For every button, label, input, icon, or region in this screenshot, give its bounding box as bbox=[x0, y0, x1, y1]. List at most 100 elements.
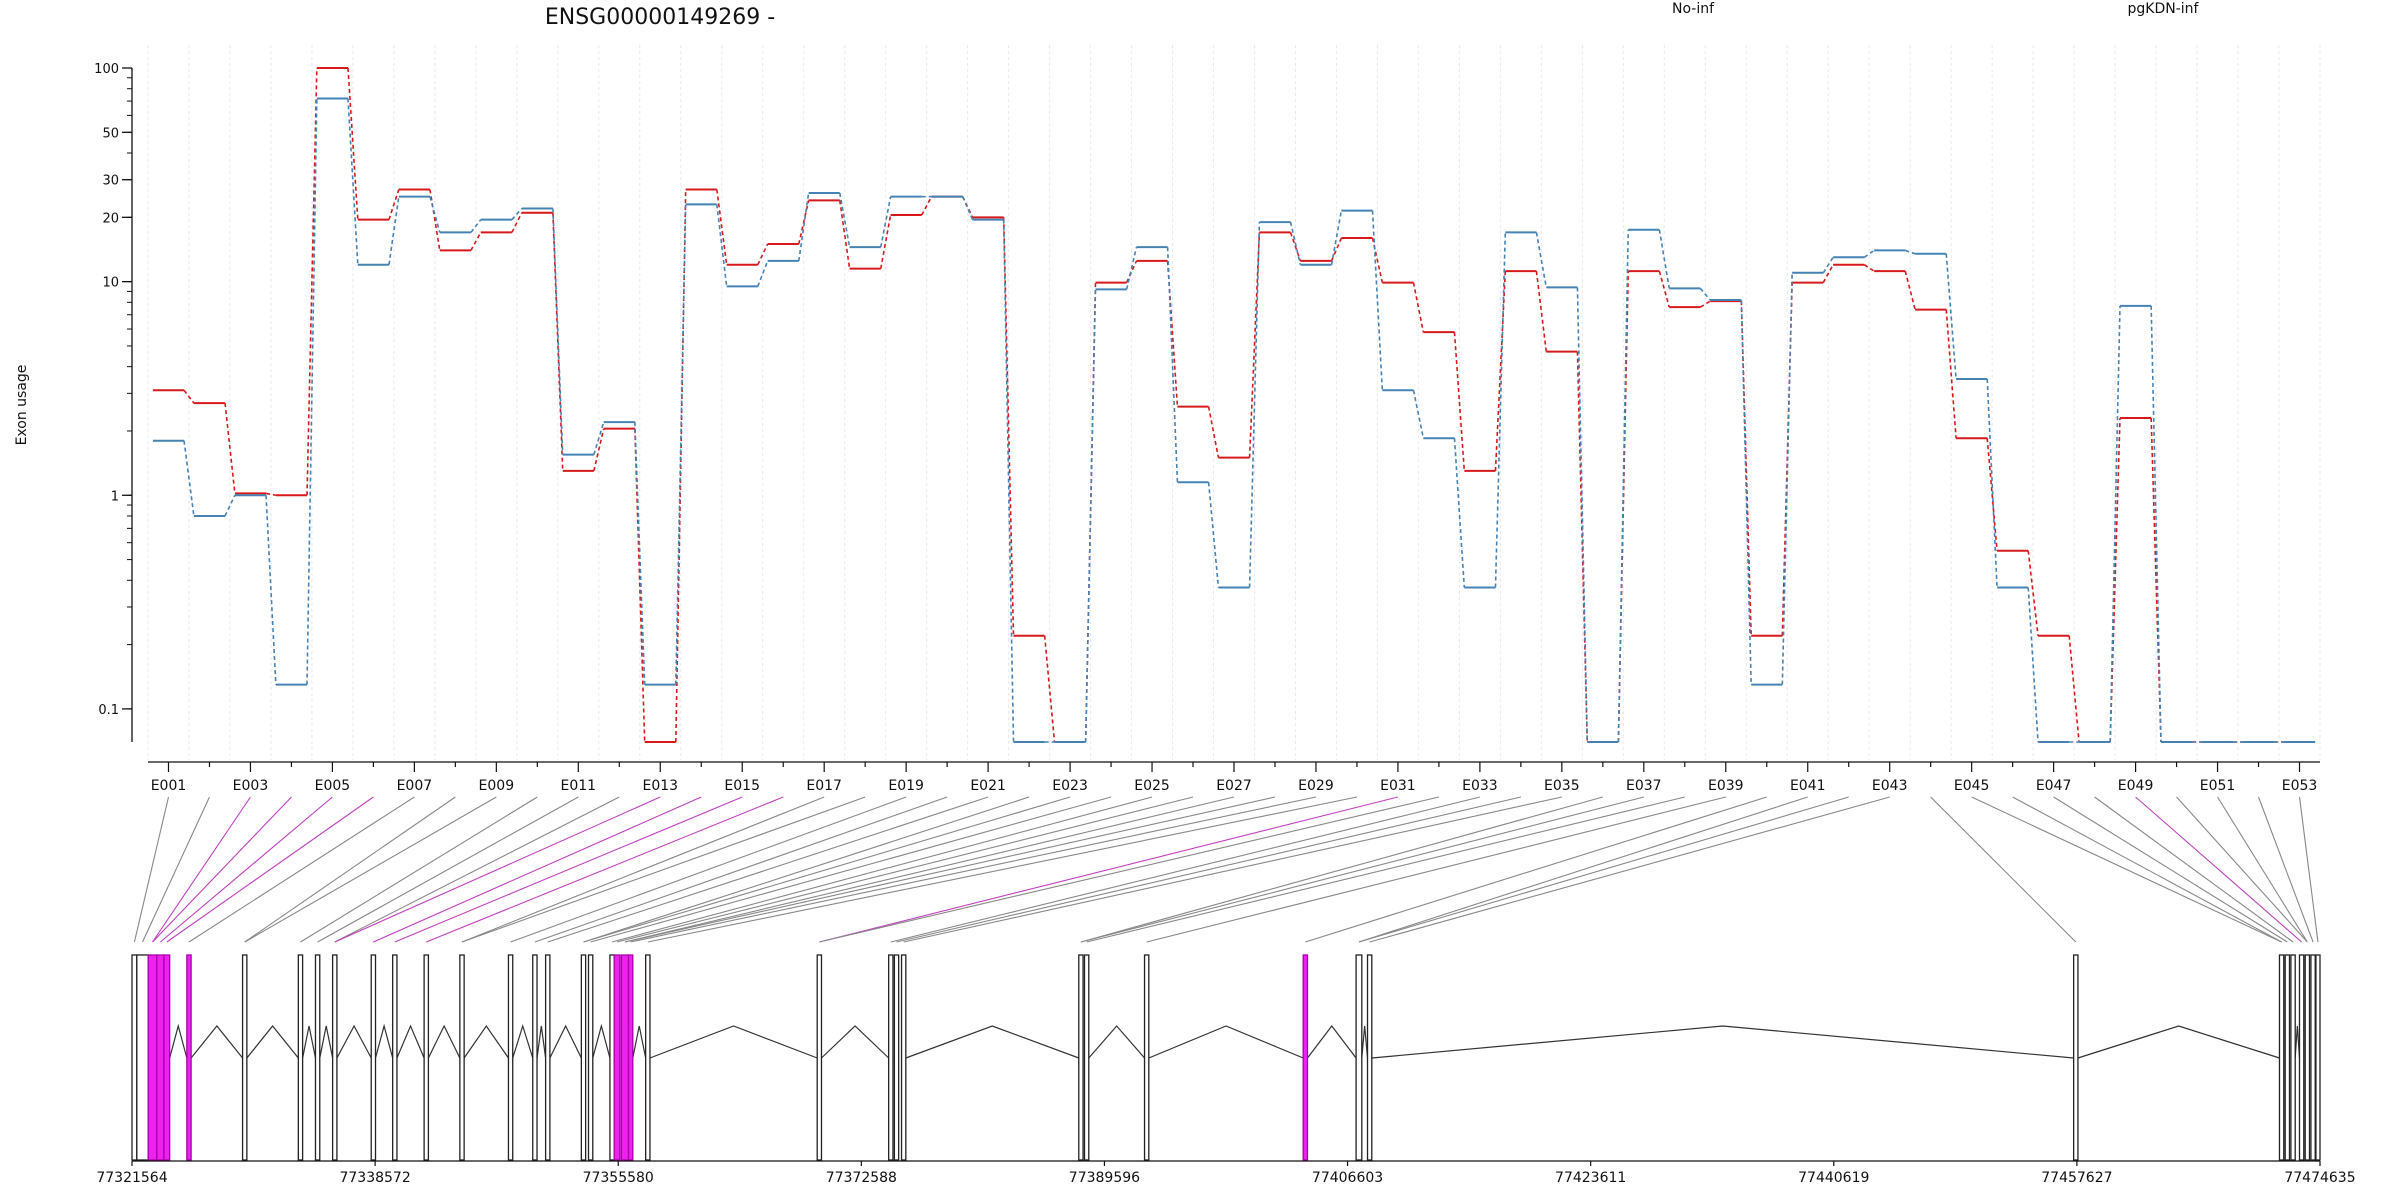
x-tick-label: E015 bbox=[724, 778, 760, 794]
connector-line-e052 bbox=[2258, 796, 2314, 943]
connector-line-e044 bbox=[1930, 796, 2077, 943]
vertical-grid bbox=[147, 45, 2321, 760]
x-tick-label: E039 bbox=[1708, 778, 1744, 794]
y-tick-label: 100 bbox=[94, 62, 119, 77]
intron-line bbox=[2077, 1025, 2280, 1059]
x-tick-label: E027 bbox=[1216, 778, 1252, 794]
exon-block-highlighted bbox=[613, 954, 621, 1161]
exon-block bbox=[1366, 954, 1373, 1161]
exon-block bbox=[314, 954, 321, 1161]
connector-line-e045 bbox=[1971, 796, 2282, 943]
exon-block bbox=[370, 954, 377, 1161]
x-tick-label: E007 bbox=[397, 778, 433, 794]
connector-line-e046 bbox=[2012, 796, 2282, 943]
x-tick-label: E033 bbox=[1462, 778, 1498, 794]
y-tick-label: 30 bbox=[102, 174, 119, 189]
x-tick-label: E049 bbox=[2118, 778, 2154, 794]
x-tick-label: E031 bbox=[1380, 778, 1416, 794]
exon-block bbox=[136, 954, 149, 1161]
x-tick-label: E025 bbox=[1134, 778, 1170, 794]
intron-line bbox=[1361, 1025, 1369, 1059]
connector-line-e026 bbox=[616, 796, 1194, 943]
y-tick-label: 1 bbox=[111, 489, 119, 504]
exon-block bbox=[331, 954, 338, 1161]
connector-line-e036 bbox=[1080, 796, 1603, 943]
exon-block bbox=[587, 954, 594, 1161]
connector-line-e010 bbox=[300, 796, 538, 943]
exon-block-highlighted bbox=[147, 954, 158, 1161]
exon-block-highlighted bbox=[156, 954, 165, 1161]
connector-line-e005 bbox=[160, 796, 333, 943]
connector-line-e027 bbox=[624, 796, 1235, 943]
connector-pgkdn-inf bbox=[183, 98, 2284, 743]
intron-line bbox=[512, 1023, 534, 1059]
connector-line-e023 bbox=[583, 796, 1071, 943]
exon-block bbox=[1355, 954, 1363, 1161]
connector-line-e025 bbox=[611, 796, 1153, 943]
exon-block bbox=[580, 954, 587, 1161]
connector-line-e034 bbox=[896, 796, 1521, 943]
intron-line bbox=[246, 1025, 299, 1059]
x-tick-label: E029 bbox=[1298, 778, 1334, 794]
x-tick-label: E045 bbox=[1954, 778, 1990, 794]
exon-block bbox=[392, 954, 398, 1161]
connector-line-e006 bbox=[166, 796, 374, 943]
exon-block bbox=[2304, 954, 2311, 1161]
genomic-tick-label: 77338572 bbox=[339, 1170, 410, 1186]
connector-line-e040 bbox=[1305, 796, 1767, 943]
exon-block bbox=[1143, 954, 1150, 1161]
connector-line-e024 bbox=[590, 796, 1112, 943]
connector-line-e021 bbox=[547, 796, 989, 943]
series-lines bbox=[152, 67, 2316, 743]
exon-block-highlighted bbox=[620, 954, 630, 1161]
genomic-tick-label: 77321564 bbox=[96, 1170, 167, 1186]
exon-block bbox=[459, 954, 465, 1161]
exon-block-highlighted bbox=[627, 954, 634, 1161]
connector-line-e032 bbox=[819, 796, 1440, 943]
connector-line-e008 bbox=[244, 796, 456, 943]
x-tick-label: E019 bbox=[888, 778, 924, 794]
exon-block bbox=[423, 954, 430, 1161]
x-tick-label: E009 bbox=[479, 778, 515, 794]
genomic-tick-label: 77355580 bbox=[583, 1170, 654, 1186]
connector-line-e013 bbox=[334, 796, 661, 943]
genomic-tick-label: 77389596 bbox=[1069, 1170, 1140, 1186]
connector-line-e015 bbox=[394, 796, 743, 943]
intron-line bbox=[463, 1024, 509, 1059]
intron-line bbox=[632, 1025, 647, 1059]
connector-line-e035 bbox=[903, 796, 1562, 943]
connector-line-e047 bbox=[2053, 796, 2288, 943]
x-tick-label: E043 bbox=[1872, 778, 1908, 794]
legend-entry-no-inf: No-inf bbox=[1672, 1, 1715, 17]
connector-line-e053 bbox=[2298, 796, 2319, 943]
connector-line-e004 bbox=[152, 796, 292, 943]
connector-line-e031 bbox=[819, 796, 1399, 943]
intron-line bbox=[649, 1025, 818, 1059]
genomic-tick-label: 77372588 bbox=[826, 1170, 897, 1186]
x-tick-label: E005 bbox=[315, 778, 351, 794]
connector-line-e002 bbox=[142, 796, 210, 943]
connector-line-e019 bbox=[510, 796, 907, 943]
intron-line bbox=[302, 1025, 317, 1059]
exon-block bbox=[507, 954, 514, 1161]
y-tick-label: 20 bbox=[102, 211, 119, 226]
connector-line-e048 bbox=[2094, 796, 2294, 943]
x-axis: E001 E003 E005 E007 E009 E011 E013 E015 E017 E019… bbox=[148, 761, 2320, 794]
exon-block bbox=[2072, 954, 2079, 1161]
y-tick-label: 10 bbox=[102, 276, 119, 291]
exon-block-highlighted bbox=[186, 954, 192, 1161]
connector-line-e012 bbox=[334, 796, 620, 943]
exon-block bbox=[2278, 954, 2285, 1161]
intron-line bbox=[336, 1024, 372, 1059]
intron-line bbox=[536, 1025, 547, 1059]
genomic-tick-label: 77406603 bbox=[1312, 1170, 1383, 1186]
legend-entry-pgkdn-inf: pgKDN-inf bbox=[2128, 1, 2200, 17]
connector-line-e043 bbox=[1369, 796, 1890, 943]
exon-block bbox=[888, 954, 894, 1161]
y-tick-label: 0.1 bbox=[98, 703, 119, 718]
connector-line-e016 bbox=[426, 796, 784, 943]
exon-block bbox=[544, 954, 551, 1161]
x-tick-label: E023 bbox=[1052, 778, 1088, 794]
connector-line-e042 bbox=[1358, 796, 1849, 943]
